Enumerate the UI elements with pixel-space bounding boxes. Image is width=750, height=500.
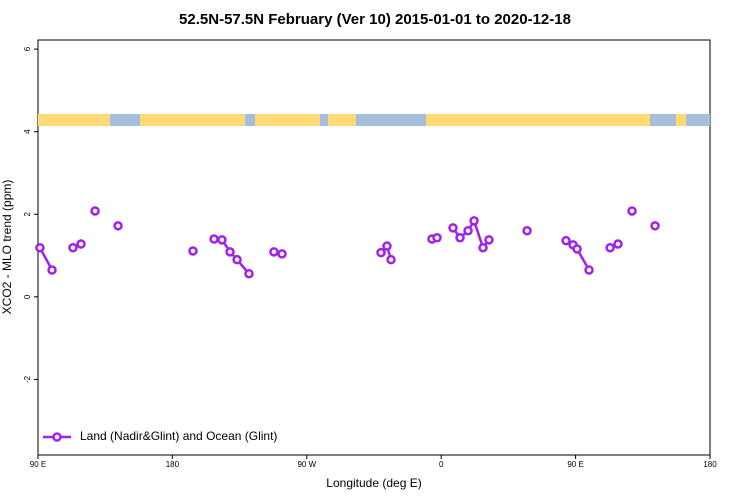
data-point — [469, 216, 479, 226]
data-point — [572, 244, 582, 254]
land-band — [426, 114, 650, 126]
x-tick-label: 90 W — [297, 460, 316, 469]
data-line — [213, 237, 250, 275]
data-point — [225, 247, 235, 257]
data-point — [478, 242, 488, 253]
y-tick-label: 4 — [23, 129, 32, 134]
data-point — [484, 235, 494, 245]
data-point — [113, 221, 123, 231]
data-point — [376, 247, 386, 258]
legend-marker — [52, 432, 62, 442]
data-point — [613, 239, 623, 249]
land-band — [38, 114, 110, 126]
x-tick-label: 180 — [166, 460, 180, 469]
data-point — [277, 249, 287, 259]
data-point — [386, 254, 396, 265]
data-point — [68, 242, 78, 253]
y-tick-label: 6 — [23, 46, 32, 51]
data-point — [90, 206, 100, 216]
y-tick-label: 2 — [23, 211, 32, 216]
chart-title: 52.5N-57.5N February (Ver 10) 2015-01-01… — [179, 11, 571, 28]
land-band — [140, 114, 245, 126]
land-band — [676, 114, 686, 126]
data-point — [650, 221, 660, 231]
data-point — [605, 242, 615, 253]
data-point — [463, 226, 473, 236]
y-tick-label: -2 — [23, 375, 32, 383]
x-axis-label: Longitude (deg E) — [326, 476, 421, 490]
data-point — [217, 235, 227, 245]
data-point — [209, 234, 219, 244]
land-band — [328, 114, 356, 126]
data-point — [627, 206, 637, 216]
data-point — [232, 254, 242, 265]
data-point — [584, 265, 594, 275]
y-tick-label: 0 — [23, 294, 32, 299]
land-ocean-band — [38, 114, 710, 126]
data-point — [35, 242, 45, 253]
x-tick-label: 0 — [439, 460, 444, 469]
data-point — [382, 241, 392, 251]
data-point — [448, 223, 458, 233]
x-tick-label: 90 E — [30, 460, 46, 469]
x-tick-label: 90 E — [567, 460, 583, 469]
data-point — [244, 268, 254, 279]
y-axis-label: XCO2 - MLO trend (ppm) — [0, 180, 14, 315]
data-point — [188, 246, 198, 256]
x-tick-label: 180 — [703, 460, 717, 469]
data-point — [269, 247, 279, 257]
data-point — [47, 265, 57, 275]
data-point — [76, 239, 86, 249]
land-band — [255, 114, 320, 126]
data-point — [522, 226, 532, 236]
data-point — [432, 233, 442, 243]
legend-label: Land (Nadir&Glint) and Ocean (Glint) — [80, 429, 277, 443]
data-point — [455, 233, 465, 243]
data-point — [561, 235, 571, 246]
